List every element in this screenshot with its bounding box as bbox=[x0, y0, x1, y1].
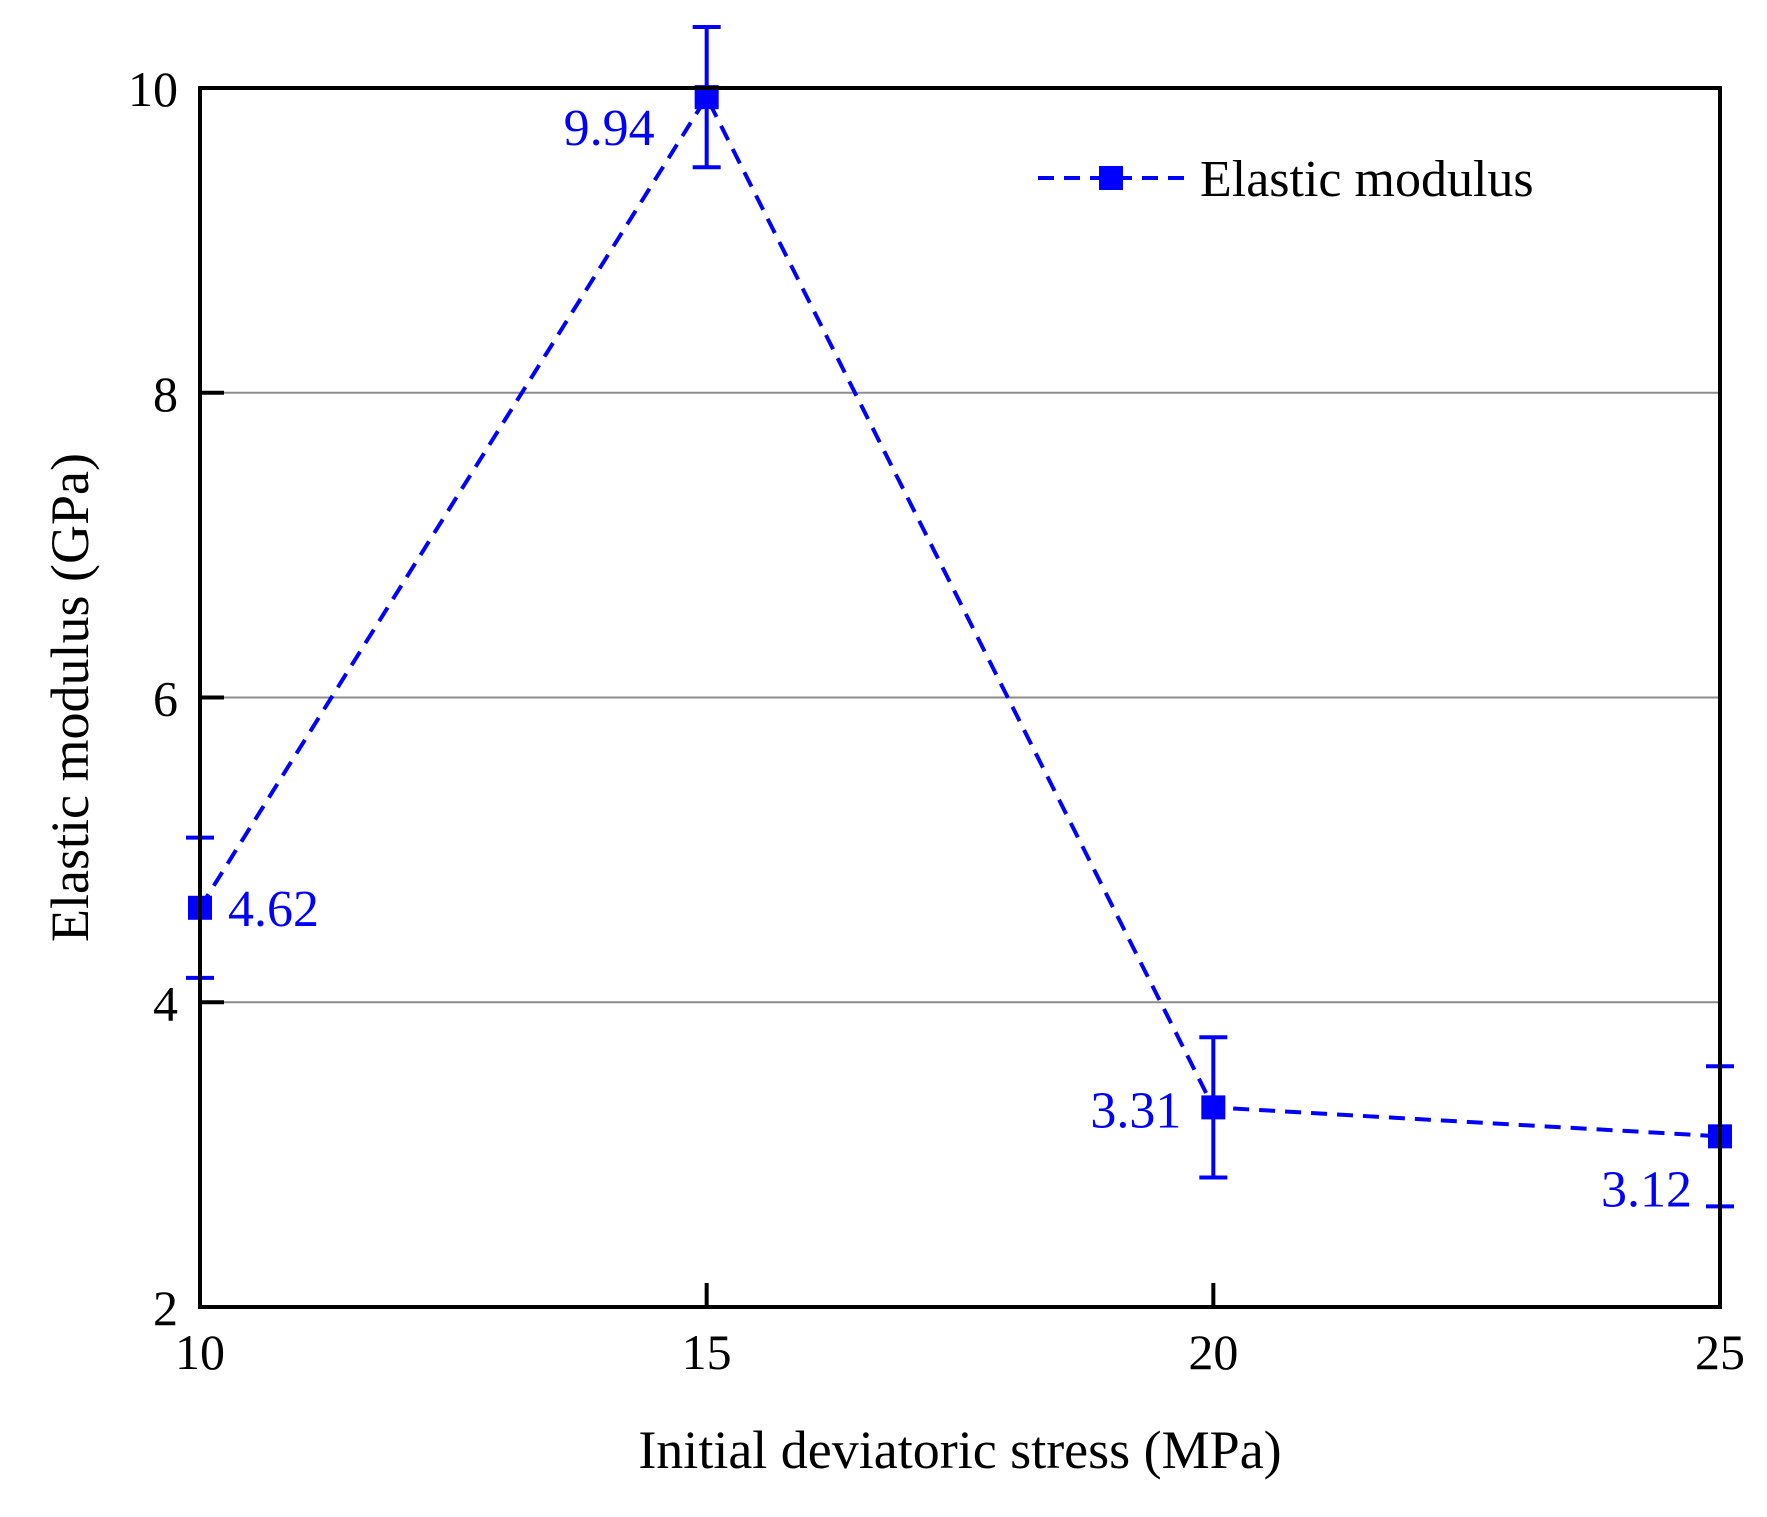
grid-lines bbox=[200, 391, 1720, 1004]
data-label: 3.31 bbox=[1090, 1082, 1181, 1139]
x-tick-label: 10 bbox=[175, 1324, 225, 1380]
x-tick-label: 25 bbox=[1695, 1324, 1745, 1380]
legend: Elastic modulus bbox=[1038, 151, 1534, 208]
legend-marker bbox=[1099, 166, 1123, 190]
y-tick-label: 8 bbox=[153, 366, 178, 422]
data-label: 3.12 bbox=[1601, 1161, 1692, 1218]
y-axis-title: Elastic modulus (GPa) bbox=[40, 453, 100, 942]
data-label: 4.62 bbox=[228, 881, 319, 938]
data-point-2 bbox=[1201, 1095, 1226, 1120]
y-tick-label: 4 bbox=[153, 975, 178, 1031]
legend-label: Elastic modulus bbox=[1200, 151, 1534, 208]
x-axis-title: Initial deviatoric stress (MPa) bbox=[638, 1420, 1281, 1480]
series-line bbox=[198, 93, 1721, 1139]
y-tick-label: 10 bbox=[128, 61, 178, 117]
axis-ticks: 2 4 6 8 10 10 15 20 25 bbox=[128, 61, 1745, 1380]
y-tick-label: 6 bbox=[153, 671, 178, 727]
data-label: 9.94 bbox=[564, 100, 655, 157]
series-elastic-modulus: 4.62 9.94 3.31 3.12 bbox=[186, 25, 1734, 1218]
x-tick-label: 20 bbox=[1188, 1324, 1238, 1380]
y-tick-label: 2 bbox=[153, 1280, 178, 1336]
x-tick-label: 15 bbox=[682, 1324, 732, 1380]
